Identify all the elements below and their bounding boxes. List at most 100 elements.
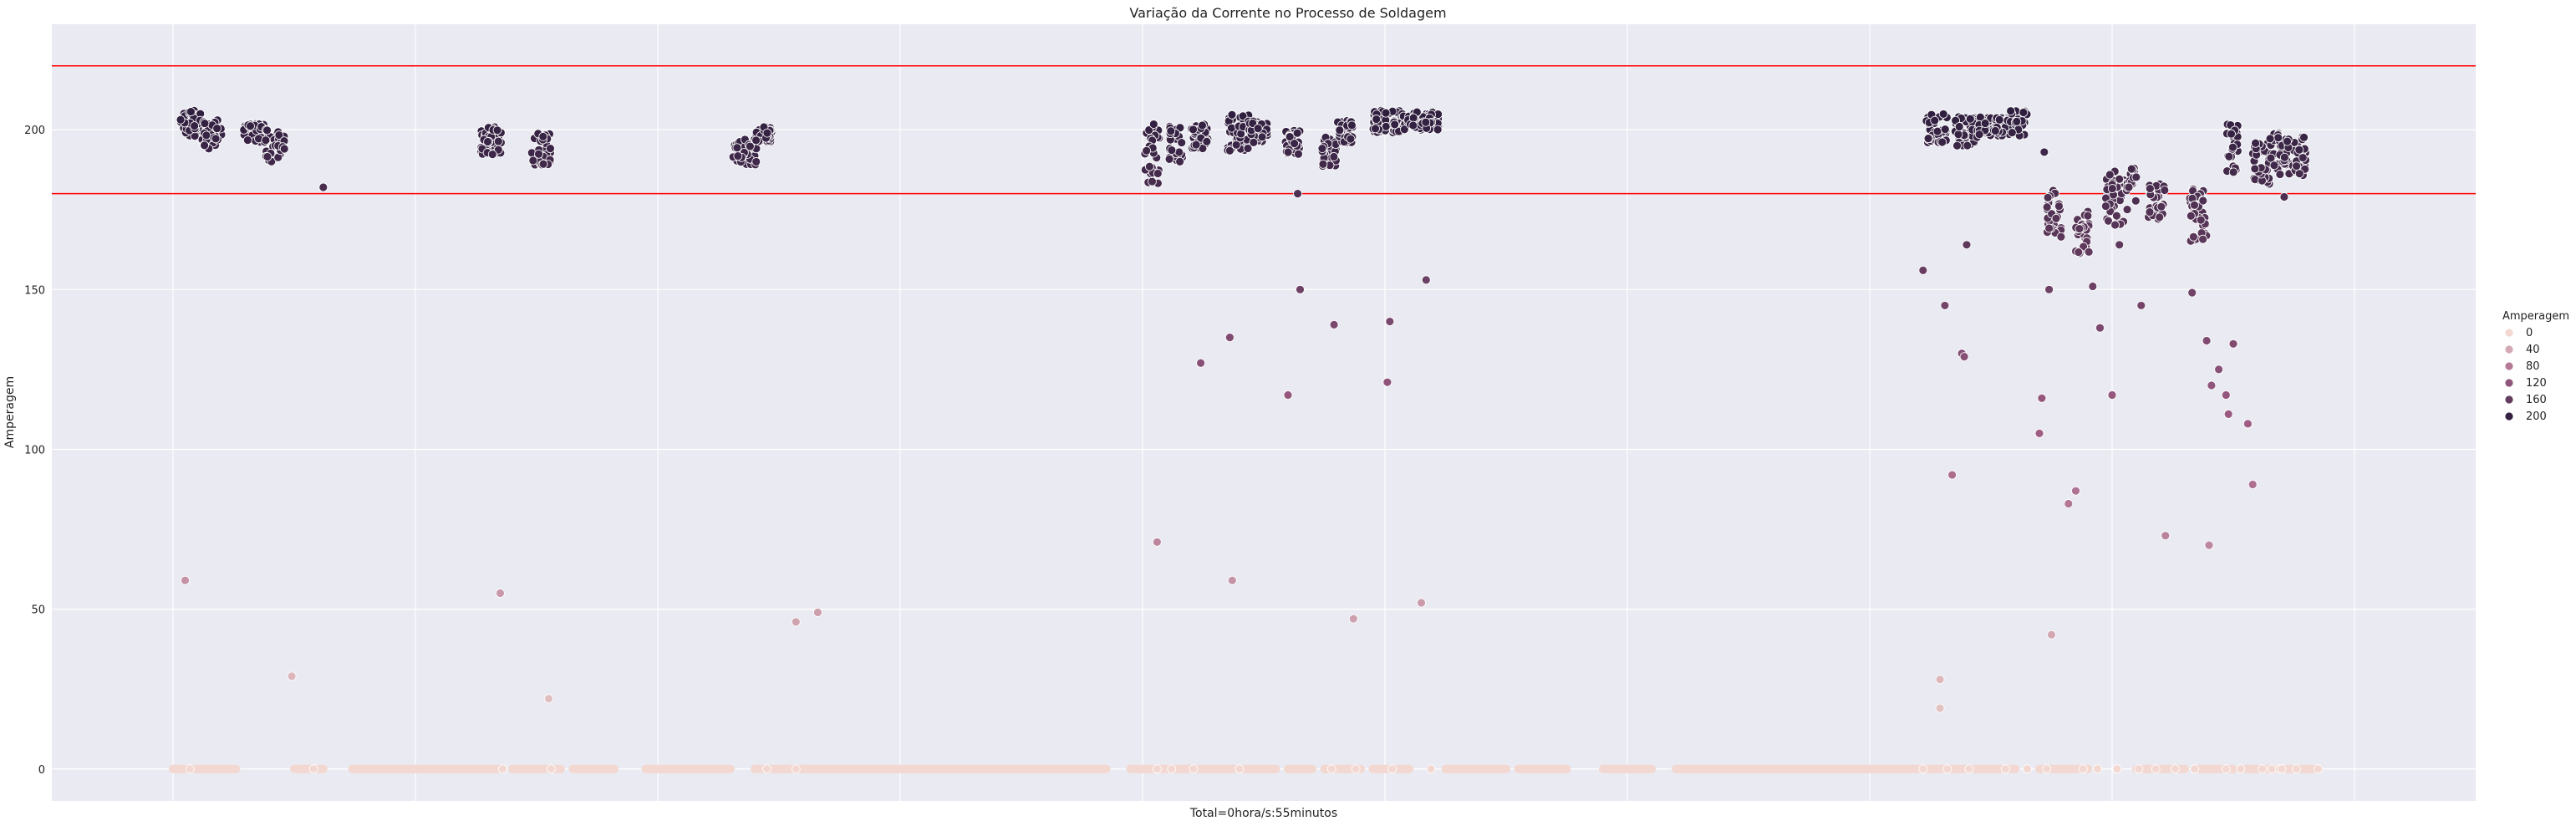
data-point [1918,265,1928,275]
data-point [538,159,548,169]
data-point [262,152,272,161]
data-point [1932,126,1942,136]
data-point [1249,138,1259,147]
data-point [242,135,252,145]
data-point [2277,764,2287,774]
data-point [2155,212,2165,222]
data-point [1421,275,1431,285]
data-point [1235,764,1245,774]
data-point [2292,161,2301,171]
data-point [493,136,503,146]
data-point [2088,282,2098,291]
data-point [1174,147,1184,157]
data-point [185,764,195,774]
data-point [1417,598,1426,608]
data-point [2273,133,2283,143]
data-point [732,143,742,153]
data-point [1918,764,1928,774]
data-point [1167,145,1177,155]
legend-label: 80 [2526,360,2540,373]
data-point [2047,630,2056,640]
data-point [1153,537,1162,547]
data-point [1189,764,1199,774]
legend-marker [2504,395,2514,405]
data-point [1954,122,1964,131]
data-point [2151,764,2161,774]
data-point [2107,184,2117,193]
legend-marker [2504,328,2514,338]
data-point [1257,132,1267,142]
y-tick-label: 50 [31,604,45,617]
data-point [1202,136,1212,146]
data-point [1148,176,1157,186]
data-point [2275,170,2285,179]
data-point [2314,764,2323,774]
data-point [528,156,538,166]
data-point [1433,125,1443,135]
data-point [2190,200,2199,210]
legend-label: 160 [2526,394,2547,406]
data-point [1243,144,1253,153]
chart-title: Variação da Corrente no Processo de Sold… [1129,5,1446,21]
data-point [1290,139,1299,148]
data-point [318,182,328,192]
data-point [1196,358,1205,368]
data-point [1177,138,1187,147]
data-point [733,151,743,161]
data-point [2228,339,2238,349]
data-point [2105,170,2115,180]
data-point [2042,202,2052,212]
data-point [2019,108,2029,117]
data-point [2224,151,2234,161]
data-point [762,764,771,774]
data-point [1283,390,1293,400]
data-point [2124,182,2134,192]
data-point [2187,288,2197,298]
y-axis-title: Amperagem [3,376,17,448]
data-point [2189,232,2198,242]
data-point [2161,531,2171,541]
data-point [1318,160,1328,169]
data-point [190,121,200,131]
data-point [2000,764,2010,774]
data-point [1231,140,1241,150]
data-point [1166,126,1176,136]
reference-lines [52,64,2476,195]
data-point [262,125,272,135]
data-point [2243,419,2253,429]
data-point [287,671,297,681]
y-tick-label: 150 [24,284,45,297]
data-point [1227,110,1237,120]
plot-area [52,24,2476,801]
data-point [2145,184,2155,194]
data-point [2221,390,2231,400]
data-point [200,140,210,150]
data-point [762,128,772,138]
data-point [1191,140,1201,150]
data-points [176,105,2323,774]
data-point [1142,145,1152,156]
data-point [2207,380,2217,390]
data-point [1329,319,1339,329]
data-point [2291,764,2301,774]
data-point [1335,125,1345,135]
data-point [2145,207,2155,217]
data-point [2236,764,2246,774]
data-point [1962,240,1972,250]
data-point [496,589,505,598]
data-point [1408,120,1418,130]
y-tick-label: 100 [24,444,45,456]
data-point [2266,153,2276,163]
data-point [2043,192,2053,202]
data-point [1371,124,1380,134]
data-point [1408,113,1418,123]
data-point [1953,130,1963,140]
data-point [2214,365,2224,375]
data-point [1148,120,1158,129]
legend-marker [2504,361,2514,371]
data-point [1938,110,1948,119]
data-point [274,130,284,140]
data-point [2228,167,2238,177]
data-point [1935,703,1945,713]
data-point [201,130,211,140]
